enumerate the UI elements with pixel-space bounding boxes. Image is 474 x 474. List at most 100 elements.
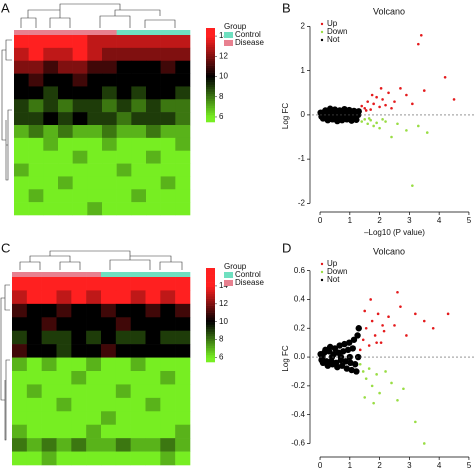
point [405, 334, 408, 337]
heat-cell [28, 189, 44, 203]
heat-cell [102, 189, 117, 203]
heat-cell [26, 317, 42, 332]
heat-cell [175, 330, 191, 345]
heat-cell [86, 384, 102, 399]
heat-cell [14, 163, 29, 177]
heat-cell [102, 60, 117, 74]
heat-cell [71, 411, 87, 426]
colorbar-tick-label: 12 [219, 299, 228, 308]
heat-cell [56, 411, 72, 426]
heat-cell [160, 60, 176, 74]
point [446, 312, 450, 316]
colorbar-slice [206, 272, 215, 276]
heat-cell [145, 371, 161, 385]
colorbar-slice [206, 93, 215, 97]
heat-cell [26, 330, 42, 345]
heat-cell [58, 35, 73, 49]
heat-cell [130, 438, 146, 452]
colorbar-slice [206, 284, 215, 288]
heat-cell [146, 73, 161, 87]
heat-cell [131, 99, 147, 113]
colorbar-slice [206, 100, 215, 104]
heat-cell [14, 137, 29, 152]
legend-label: Not [327, 275, 340, 284]
heat-cell [12, 411, 28, 426]
colorbar-tick-label: 12 [219, 51, 228, 60]
colorbar-slice [206, 310, 215, 313]
group-cell [145, 272, 161, 277]
colorbar-slice [206, 303, 215, 306]
heat-cell [101, 371, 117, 385]
heat-cell [146, 202, 161, 216]
x-tick-label: 4 [437, 461, 442, 470]
point [323, 358, 330, 365]
column-dendrogram [19, 250, 183, 270]
heat-cell [160, 384, 176, 399]
heat-cell [14, 125, 29, 139]
point [375, 95, 378, 99]
heat-cell [12, 290, 28, 305]
point [370, 384, 374, 388]
heat-cell [87, 137, 103, 152]
heat-cell [12, 384, 28, 399]
heat-cell [101, 290, 117, 305]
colorbar-slice [206, 324, 215, 328]
heat-cell [175, 189, 191, 203]
heat-cell [131, 112, 147, 126]
heat-cell [102, 112, 117, 126]
group-cell [160, 30, 176, 35]
heat-cell [26, 397, 42, 412]
heat-cell [86, 290, 102, 305]
heat-cell [71, 330, 87, 345]
heat-cell [14, 73, 29, 87]
heat-cell [86, 317, 102, 332]
heat-cell [87, 150, 103, 164]
heat-cell [102, 47, 117, 62]
heat-cell [56, 317, 72, 332]
heat-cell [28, 99, 44, 113]
heat-cell [146, 35, 161, 49]
heat-cell [43, 112, 59, 126]
group-cell [12, 272, 28, 277]
heat-cell [12, 277, 28, 291]
heat-cell [28, 112, 44, 126]
group-cell [101, 272, 117, 277]
heat-cell [175, 397, 191, 412]
heat-cell [58, 176, 73, 190]
heat-cell [131, 125, 147, 139]
colorbar-slice [206, 42, 215, 45]
y-tick-label: 0.2 [294, 323, 306, 332]
heat-cell [72, 86, 88, 100]
legend-label: Not [327, 35, 340, 44]
colorbar-slice [206, 70, 215, 73]
heat-cell [41, 303, 57, 318]
legend-marker [320, 30, 324, 34]
x-tick-label: 4 [437, 216, 442, 225]
point [338, 362, 346, 369]
heat-cell [145, 384, 161, 399]
heat-cell [175, 290, 191, 305]
heat-cell [175, 99, 191, 113]
point [378, 391, 381, 395]
colorbar-slice [206, 46, 215, 50]
heat-cell [71, 424, 87, 439]
heat-cell [175, 303, 191, 318]
heat-cell [87, 86, 103, 100]
point [393, 100, 396, 103]
heat-cell [130, 451, 146, 466]
heat-cell [41, 451, 57, 466]
group-legend-label: Control [235, 270, 261, 279]
point [414, 420, 417, 424]
point [390, 106, 393, 110]
legend-label: Up [327, 259, 338, 268]
y-tick-label: 0.0 [294, 352, 306, 361]
group-cell [14, 30, 29, 35]
point [399, 305, 402, 308]
colorbar-slice [206, 322, 215, 325]
heat-cell [145, 317, 161, 332]
heat-cell [115, 371, 131, 385]
heat-cell [71, 344, 87, 358]
heat-cell [87, 47, 103, 62]
heat-cell [131, 202, 147, 216]
point [378, 105, 381, 109]
